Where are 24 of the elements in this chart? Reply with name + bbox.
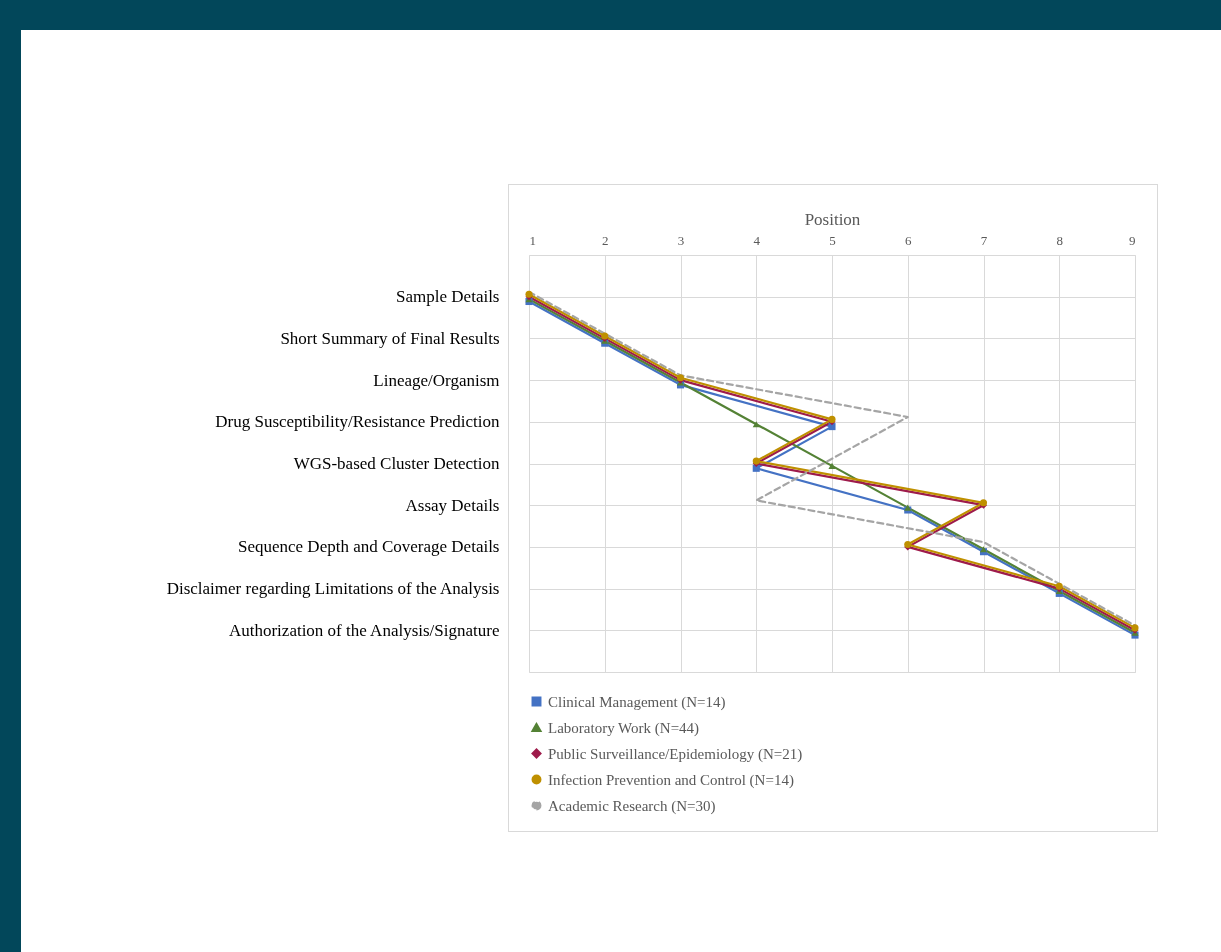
y-tick-label: WGS-based Cluster Detection [293, 454, 500, 473]
x-tick-label: 2 [602, 232, 609, 248]
x-axis-title: Position [804, 209, 861, 229]
y-tick-label: Short Summary of Final Results [280, 328, 500, 348]
legend-label: Clinical Management (N=14) [548, 693, 726, 711]
legend-label: Public Surveillance/Epidemiology (N=21) [548, 745, 803, 763]
y-tick-label: Sequence Depth and Coverage Details [237, 537, 500, 557]
y-tick-label: Assay Details [405, 495, 500, 515]
x-tick-label: 7 [980, 232, 988, 248]
x-tick-label: 8 [1056, 232, 1063, 248]
y-tick-label: Lineage/Organism [373, 370, 500, 390]
x-tick-label: 4 [753, 232, 761, 248]
legend-label: Laboratory Work (N=44) [548, 719, 700, 737]
legend-label: Infection Prevention and Control (N=14) [548, 771, 794, 789]
x-tick-label: 1 [529, 232, 536, 248]
y-tick-label: Sample Details [396, 287, 500, 307]
x-tick-label: 5 [829, 232, 836, 248]
y-tick-label: Drug Susceptibility/Resistance Prediction [215, 412, 500, 432]
y-tick-label: Authorization of the Analysis/Signature [228, 620, 500, 640]
y-tick-label: Disclaimer regarding Limitations of the Analysis [166, 579, 500, 599]
legend-label: Academic Research (N=30) [548, 797, 716, 815]
x-tick-label: 9 [1129, 232, 1136, 248]
x-tick-label: 6 [905, 232, 912, 248]
x-tick-label: 3 [677, 232, 685, 248]
